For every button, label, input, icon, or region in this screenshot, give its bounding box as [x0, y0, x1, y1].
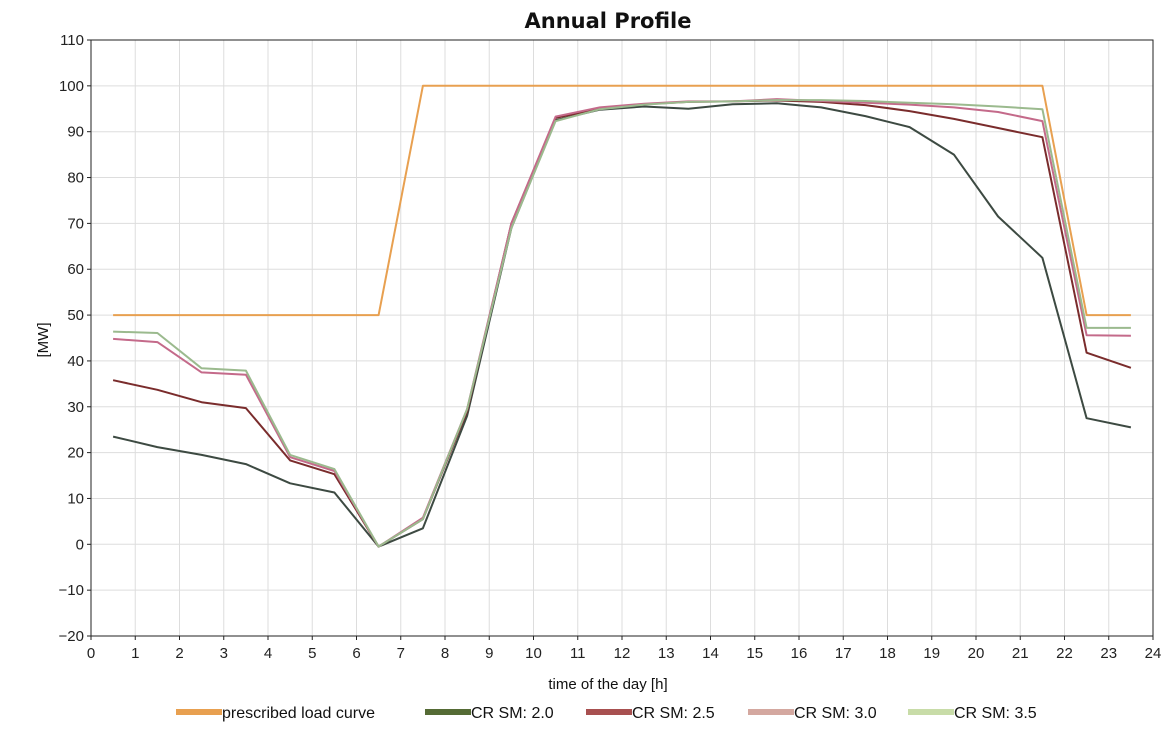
x-tick-label: 7 [397, 645, 405, 662]
x-axis-label: time of the day [h] [548, 676, 667, 693]
x-tick-label: 0 [87, 645, 95, 662]
y-tick-label: 30 [67, 399, 84, 416]
y-tick-label: 0 [76, 536, 84, 553]
x-tick-label: 19 [923, 645, 940, 662]
x-tick-label: 15 [746, 645, 763, 662]
y-axis: −20 −10 0 10 20 30 40 50 60 70 80 90 100 110 [59, 32, 91, 645]
x-tick-label: 1 [131, 645, 139, 662]
y-tick-label: 50 [67, 307, 84, 324]
series-line-1 [112, 102, 1132, 548]
y-tick-label: 80 [67, 170, 84, 187]
legend-label: CR SM: 2.5 [632, 705, 715, 722]
x-tick-label: 3 [220, 645, 228, 662]
x-axis: 0 1 2 3 4 5 6 7 8 9 10 11 12 13 14 15 16 17 18 19 20 21 22 23 24 [87, 636, 1162, 662]
legend: prescribed load curve CR SM: 2.0 CR SM: 2.… [176, 705, 1037, 722]
y-tick-label: 70 [67, 215, 84, 232]
x-tick-label: 21 [1012, 645, 1029, 662]
legend-label: CR SM: 3.0 [794, 705, 877, 722]
x-tick-label: 2 [175, 645, 183, 662]
y-tick-label: 110 [60, 32, 84, 49]
y-tick-label: 40 [67, 353, 84, 370]
x-tick-label: 6 [352, 645, 360, 662]
x-tick-label: 23 [1100, 645, 1117, 662]
x-tick-label: 17 [835, 645, 852, 662]
x-tick-label: 22 [1056, 645, 1073, 662]
x-tick-label: 24 [1145, 645, 1162, 662]
x-tick-label: 5 [308, 645, 316, 662]
x-tick-label: 9 [485, 645, 493, 662]
series-lines [112, 84, 1132, 548]
legend-label: prescribed load curve [222, 705, 375, 722]
chart-title: Annual Profile [525, 9, 692, 33]
x-tick-label: 13 [658, 645, 675, 662]
y-tick-label: 10 [67, 490, 84, 507]
y-tick-label: −20 [59, 628, 84, 645]
y-tick-label: 20 [67, 445, 84, 462]
y-tick-label: 90 [67, 124, 84, 141]
x-tick-label: 20 [968, 645, 985, 662]
legend-label: CR SM: 3.5 [954, 705, 1037, 722]
x-tick-label: 8 [441, 645, 449, 662]
x-tick-label: 11 [570, 645, 586, 662]
y-tick-label: 100 [59, 78, 84, 95]
y-tick-label: −10 [59, 582, 84, 599]
x-tick-label: 12 [614, 645, 631, 662]
series-line-3 [113, 98, 1131, 548]
series-line-0 [113, 84, 1131, 317]
series-line-4 [113, 99, 1131, 548]
y-axis-label: [MW] [35, 323, 52, 358]
x-tick-label: 14 [702, 645, 719, 662]
y-tick-label: 60 [67, 261, 84, 278]
x-tick-label: 4 [264, 645, 272, 662]
legend-label: CR SM: 2.0 [471, 705, 554, 722]
x-tick-label: 10 [525, 645, 542, 662]
x-tick-label: 16 [791, 645, 808, 662]
grid [90, 39, 1154, 637]
x-tick-label: 18 [879, 645, 896, 662]
